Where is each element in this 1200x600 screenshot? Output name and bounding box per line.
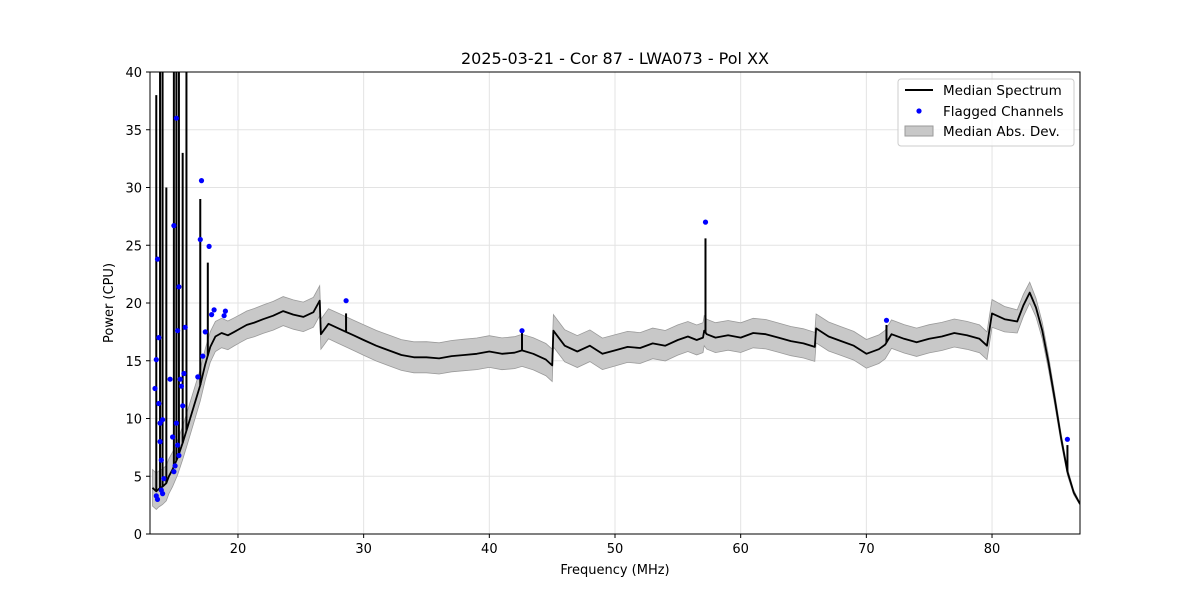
flagged-point [160,417,166,423]
y-tick-label: 10 [125,413,142,428]
flagged-point [156,400,162,407]
flagged-point [175,442,181,448]
legend-median-label: Median Spectrum [943,83,1062,99]
flagged-point [222,308,228,314]
flagged-point [343,298,349,304]
flagged-point [152,385,158,392]
flagged-point [202,329,208,335]
legend-point-swatch [916,108,922,114]
flagged-point [172,463,178,469]
y-tick-label: 35 [125,124,142,139]
flagged-point [177,376,183,382]
flagged-point [209,312,215,318]
flagged-point [178,383,184,389]
y-tick-label: 0 [134,528,142,543]
flagged-point [180,403,186,409]
legend-mad-label: Median Abs. Dev. [943,124,1060,140]
flagged-point [883,317,890,323]
flagged-point [170,434,176,440]
x-tick-label: 50 [607,542,624,557]
flagged-point [195,374,201,380]
legend-box [897,78,1075,147]
flagged-point [176,452,182,459]
flagged-point [161,476,167,482]
flagged-point [158,487,164,493]
flagged-point [156,335,162,341]
flagged-point [173,420,179,426]
mad-band [152,281,1080,510]
x-axis-label: Frequency (MHz) [560,563,669,578]
flagged-point [211,307,217,313]
x-tick-label: 30 [355,542,372,557]
ticks: 20 30 40 50 60 70 80 0 5 10 15 20 25 30 35 40 [125,66,1000,557]
flagged-point [197,236,203,243]
flagged-point [171,223,177,229]
flagged-point [173,115,179,121]
flagged-point [198,178,205,184]
median-spectrum-line [151,291,1080,505]
flagged-point [154,256,161,262]
flagged-points-layer [152,115,1070,502]
flagged-point [200,353,206,359]
flagged-point [181,370,187,377]
flagged-point [182,324,188,330]
flagged-point [206,243,212,249]
flagged-point [157,439,163,445]
x-tick-label: 40 [481,542,498,557]
legend-flagged-label: Flagged Channels [943,104,1064,120]
flagged-point [167,376,173,382]
legend-band-swatch [904,125,934,137]
flagged-point [702,219,709,225]
flagged-point [176,284,182,290]
flagged-point [171,469,177,475]
mad-band-layer [152,281,1080,510]
y-tick-label: 5 [134,470,142,485]
x-tick-label: 70 [858,542,875,557]
y-tick-label: 20 [125,297,142,312]
y-tick-label: 25 [125,239,142,254]
flagged-point [154,496,161,502]
flagged-point [221,313,227,319]
flagged-point [158,457,164,463]
flagged-point [153,357,159,363]
flagged-point [175,328,181,334]
x-tick-label: 20 [230,542,247,557]
y-tick-label: 30 [125,182,142,197]
y-tick-label: 15 [125,355,142,370]
flagged-point [519,328,525,334]
flagged-point [1064,436,1070,442]
median-line-layer [151,72,1080,505]
x-tick-label: 60 [732,542,749,557]
x-tick-label: 80 [984,542,1001,557]
legend: Median Spectrum Flagged Channels Median … [897,78,1075,147]
y-axis-label: Power (CPU) [102,263,117,343]
chart-title: 2025-03-21 - Cor 87 - LWA073 - Pol XX [461,49,769,68]
y-tick-label: 40 [125,66,142,81]
